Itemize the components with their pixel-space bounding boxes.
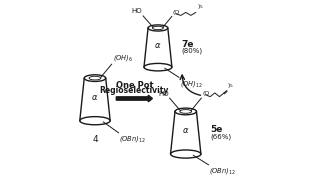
Text: )$_5$: )$_5$: [197, 2, 203, 12]
Text: α: α: [92, 93, 98, 102]
Text: (66%): (66%): [210, 133, 231, 140]
Text: 5e: 5e: [210, 125, 223, 134]
Text: (O: (O: [173, 10, 180, 15]
Text: α: α: [155, 41, 161, 50]
Text: (OH)$_{12}$: (OH)$_{12}$: [180, 79, 203, 89]
Text: 7e: 7e: [181, 40, 194, 49]
FancyArrowPatch shape: [180, 75, 200, 95]
Text: α: α: [183, 126, 188, 135]
Text: One Pot: One Pot: [115, 81, 153, 90]
Text: (OBn)$_{12}$: (OBn)$_{12}$: [209, 166, 236, 176]
Text: (OH)$_6$: (OH)$_6$: [112, 53, 133, 63]
Text: (80%): (80%): [181, 48, 202, 54]
Text: HO: HO: [158, 91, 169, 97]
Text: (O: (O: [202, 91, 210, 96]
Text: )$_5$: )$_5$: [227, 81, 234, 90]
Text: 4: 4: [92, 135, 98, 144]
Text: (OBn)$_{12}$: (OBn)$_{12}$: [119, 134, 146, 144]
Text: Regioselectivity: Regioselectivity: [100, 86, 169, 95]
Polygon shape: [116, 95, 152, 102]
Text: HO: HO: [132, 9, 142, 14]
